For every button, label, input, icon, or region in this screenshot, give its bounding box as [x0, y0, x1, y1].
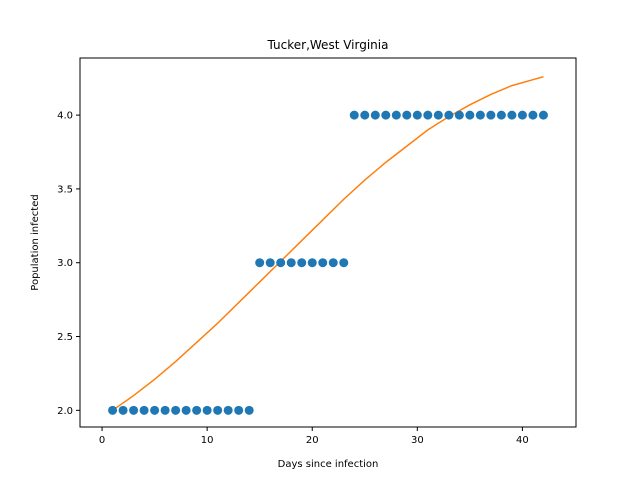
data-point: [318, 258, 328, 268]
data-point: [444, 110, 454, 120]
data-point: [465, 110, 475, 120]
y-tick-label: 4.0: [57, 111, 73, 122]
data-point: [423, 110, 433, 120]
data-point: [475, 110, 485, 120]
x-tick-label: 30: [411, 435, 424, 446]
data-point: [528, 110, 538, 120]
data-point: [234, 405, 244, 415]
y-tick-label: 3.5: [57, 184, 73, 195]
data-point: [360, 110, 370, 120]
data-point: [129, 405, 139, 415]
y-axis-label: Population infected: [30, 194, 41, 290]
x-axis-label: Days since infection: [278, 459, 379, 470]
y-tick-label: 3.0: [57, 258, 73, 269]
data-point: [339, 258, 349, 268]
data-point: [213, 405, 223, 415]
data-point: [276, 258, 286, 268]
data-point: [349, 110, 359, 120]
data-point: [517, 110, 527, 120]
chart-title: Tucker,West Virginia: [267, 38, 389, 52]
data-point: [160, 405, 170, 415]
data-point: [255, 258, 265, 268]
data-point: [223, 405, 233, 415]
y-tick-label: 2.5: [57, 332, 73, 343]
plot-frame: [79, 57, 577, 428]
data-point: [486, 110, 496, 120]
data-point: [328, 258, 338, 268]
data-point: [538, 110, 548, 120]
x-tick-label: 40: [516, 435, 529, 446]
data-point: [307, 258, 317, 268]
data-point: [118, 405, 128, 415]
data-point: [370, 110, 380, 120]
data-point: [297, 258, 307, 268]
data-point: [108, 405, 118, 415]
data-point: [265, 258, 275, 268]
data-point: [150, 405, 160, 415]
y-tick-label: 2.0: [57, 406, 73, 417]
x-tick-label: 0: [99, 435, 105, 446]
data-point: [412, 110, 422, 120]
data-point: [391, 110, 401, 120]
data-point: [454, 110, 464, 120]
data-point: [507, 110, 517, 120]
data-point: [181, 405, 191, 415]
data-point: [496, 110, 506, 120]
data-point: [433, 110, 443, 120]
data-point: [402, 110, 412, 120]
x-tick-label: 10: [201, 435, 214, 446]
x-tick-label: 20: [306, 435, 319, 446]
data-point: [202, 405, 212, 415]
data-point: [171, 405, 181, 415]
data-point: [244, 405, 254, 415]
data-point: [192, 405, 202, 415]
data-point: [139, 405, 149, 415]
fit-curve-line: [112, 76, 544, 411]
data-point: [381, 110, 391, 120]
data-point: [286, 258, 296, 268]
